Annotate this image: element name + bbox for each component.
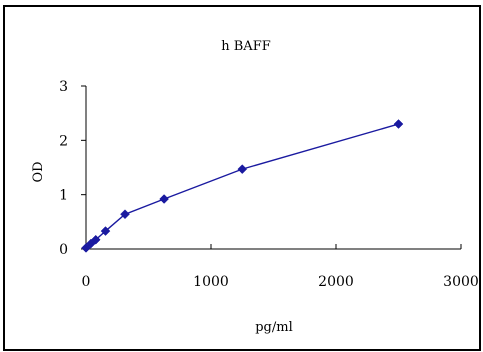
- x-tick-label: 2000: [318, 274, 354, 290]
- chart-title: h BAFF: [221, 39, 271, 54]
- y-tick-label: 1: [59, 188, 68, 204]
- ticks: 0 1 2 3 0 1000 2000 3000: [59, 79, 479, 290]
- y-tick-label: 2: [59, 133, 68, 149]
- x-tick-label: 1000: [193, 274, 229, 290]
- data-point: [159, 194, 169, 204]
- data-point: [100, 226, 111, 236]
- y-tick-label: 0: [59, 242, 68, 258]
- y-tick-label: 3: [59, 79, 68, 95]
- data-point: [90, 234, 101, 245]
- y-axis-label: OD: [31, 161, 46, 182]
- x-tick-label: 0: [82, 274, 91, 290]
- data-point: [393, 119, 404, 129]
- data-point: [120, 209, 130, 220]
- series-line: [85, 123, 399, 249]
- chart-frame: [3, 5, 481, 351]
- x-tick-label: 3000: [443, 274, 479, 290]
- series: [81, 119, 404, 253]
- x-axis-label: pg/ml: [255, 320, 293, 335]
- data-point: [237, 164, 248, 174]
- axes: [85, 86, 461, 250]
